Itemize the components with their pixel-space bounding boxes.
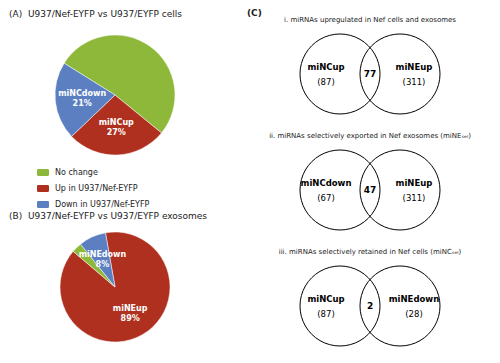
svg-text:77: 77 [364,69,377,79]
svg-text:miNCdown: miNCdown [301,178,352,188]
svg-text:Down in U937/Nef-EYFP: Down in U937/Nef-EYFP [55,200,150,209]
svg-text:No change: No change [55,168,98,177]
svg-text:27%: 27% [107,128,126,137]
svg-text:(B) U937/Nef-EYFP vs U937/EYF: (B) U937/Nef-EYFP vs U937/EYFP exosomes [9,211,207,221]
svg-text:(A) U937/Nef-EYFP vs U937/EYF: (A) U937/Nef-EYFP vs U937/EYFP cells [9,9,182,19]
svg-text:miNEdown: miNEdown [79,250,127,259]
svg-text:2: 2 [367,301,373,311]
svg-text:(67): (67) [317,193,334,203]
svg-text:47: 47 [364,185,377,195]
svg-text:ii. miRNAs selectively exporte: ii. miRNAs selectively exported in Nef e… [269,132,471,140]
svg-text:miNCup: miNCup [307,294,344,304]
svg-text:miNEup: miNEup [113,304,148,313]
svg-text:(87): (87) [317,309,334,319]
svg-text:(28): (28) [405,309,422,319]
svg-text:(87): (87) [317,77,334,87]
svg-text:miNEdown: miNEdown [389,294,440,304]
svg-text:iii. miRNAs selectively retain: iii. miRNAs selectively retained in Nef … [279,248,462,256]
svg-text:(C): (C) [247,8,262,18]
svg-text:21%: 21% [73,99,92,108]
svg-text:miNCdown: miNCdown [58,89,106,98]
svg-text:i. miRNAs upregulated in Nef c: i. miRNAs upregulated in Nef cells and e… [284,16,456,24]
svg-text:miNCup: miNCup [99,118,134,127]
svg-text:(311): (311) [403,193,426,203]
svg-text:8%: 8% [96,260,110,269]
svg-text:Up in U937/Nef-EYFP: Up in U937/Nef-EYFP [55,184,138,193]
svg-text:(311): (311) [403,77,426,87]
svg-text:miNEup: miNEup [396,62,433,72]
svg-text:miNEup: miNEup [396,178,433,188]
svg-text:miNCup: miNCup [307,62,344,72]
svg-text:89%: 89% [121,314,140,323]
